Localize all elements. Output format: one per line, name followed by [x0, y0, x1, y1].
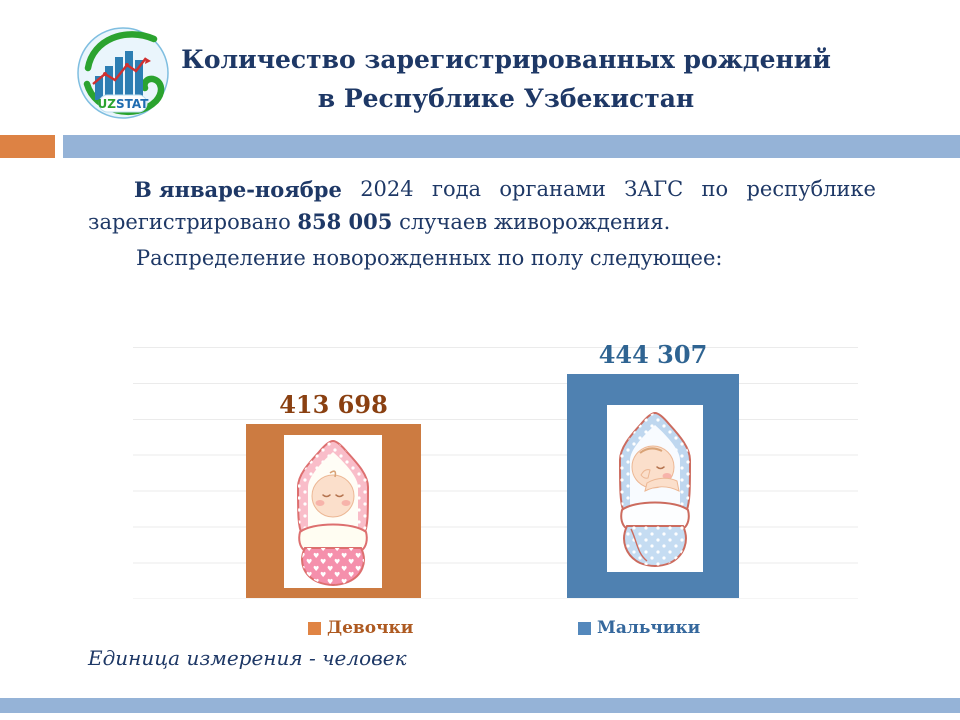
logo-text-uz: UZ — [98, 97, 117, 111]
footer-band — [0, 698, 960, 713]
page-title-line2: в Республике Узбекистан — [317, 84, 695, 113]
intro-word: ЗАГС — [624, 177, 684, 201]
svg-text:UZSTAT: UZSTAT — [98, 97, 150, 111]
uzstat-logo: UZSTAT — [76, 26, 170, 120]
legend-label-boys: Мальчики — [597, 618, 701, 638]
uzstat-logo-icon: UZSTAT — [77, 27, 169, 119]
legend-item-boys: Мальчики — [578, 618, 700, 638]
intro-paragraph: В январе-ноябре 2024 года органами ЗАГС … — [88, 177, 876, 234]
unit-note: Единица измерения - человек — [88, 646, 407, 670]
intro-line2-prefix: зарегистрировано — [88, 210, 298, 234]
intro-line2: зарегистрировано 858 005 случаев живорож… — [88, 209, 876, 234]
chart-gridlines — [133, 347, 858, 599]
logo-text-stat: STAT — [116, 97, 149, 111]
intro-word: по — [701, 177, 729, 201]
legend-swatch-boys — [578, 621, 591, 635]
intro-word: В январе-ноябре — [134, 177, 342, 202]
logo-trend-line-icon — [92, 57, 151, 85]
intro-line2-suffix: случаев живорождения. — [392, 210, 671, 234]
chart-subtitle: Распределение новорожденных по полу след… — [136, 246, 723, 270]
baby-boy-illustration — [607, 405, 703, 572]
legend-label-girls: Девочки — [327, 618, 414, 638]
intro-word: года — [431, 177, 482, 201]
intro-word: органами — [499, 177, 606, 201]
intro-line1: В январе-ноябре 2024 года органами ЗАГС … — [88, 177, 876, 202]
value-label-girls: 413 698 — [279, 390, 388, 419]
bar-boys — [567, 374, 739, 598]
divider-orange-block — [0, 135, 55, 158]
bar-girls: ♥♥ — [246, 424, 421, 598]
births-total-value: 858 005 — [297, 209, 393, 234]
legend-swatch-girls — [308, 621, 321, 635]
logo-bar-chart-icon — [95, 51, 143, 100]
intro-word: 2024 — [360, 177, 414, 201]
page-title: Количество зарегистрированных рождений в… — [178, 40, 834, 118]
baby-girl-illustration: ♥♥ — [284, 435, 382, 588]
intro-word: республике — [746, 177, 876, 201]
legend-item-girls: Девочки — [308, 618, 413, 638]
divider-blue-band — [63, 135, 960, 158]
page-title-line1: Количество зарегистрированных рождений — [181, 45, 831, 74]
value-label-boys: 444 307 — [598, 340, 708, 369]
